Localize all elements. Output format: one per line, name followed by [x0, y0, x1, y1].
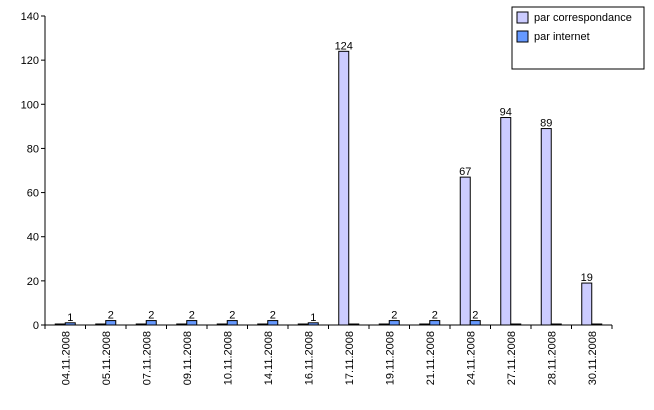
y-tick-label: 100 [21, 99, 39, 111]
x-tick-label: 24.11.2008 [465, 331, 477, 385]
x-tick-label: 19.11.2008 [384, 331, 396, 385]
x-tick-label: 27.11.2008 [506, 331, 518, 385]
y-tick-label: 140 [21, 11, 39, 23]
bar-value-label: 2 [148, 310, 154, 322]
x-tick-label: 16.11.2008 [303, 331, 315, 385]
legend-box [511, 6, 645, 70]
x-tick-label: 21.11.2008 [425, 331, 437, 385]
bar-value-label: 94 [500, 107, 512, 119]
x-tick-label: 28.11.2008 [546, 331, 558, 385]
bar-par-correspondance [500, 117, 512, 326]
x-axis-ticks: 04.11.2008 05.11.2008 07.11.2008 09.11.2008… [44, 325, 613, 385]
x-tick-label: 07.11.2008 [141, 331, 153, 385]
bar-value-label: 2 [108, 310, 114, 322]
bar-value-label: 2 [270, 310, 276, 322]
x-tick-label: 10.11.2008 [222, 331, 234, 385]
bar-value-label: 67 [459, 166, 471, 178]
y-tick-label: 0 [33, 320, 39, 332]
bar-value-label: 124 [335, 40, 353, 52]
bar-value-label: 19 [581, 272, 593, 284]
x-tick-label: 09.11.2008 [182, 331, 194, 385]
bar-value-label: 1 [67, 312, 73, 324]
y-tick-label: 20 [27, 276, 39, 288]
y-tick-label: 80 [27, 143, 39, 155]
bar-par-correspondance [459, 176, 471, 326]
bar-par-correspondance [540, 128, 552, 326]
y-tick-label: 40 [27, 232, 39, 244]
bars [54, 50, 603, 326]
bar-value-label: 2 [189, 310, 195, 322]
bar-value-label: 1 [310, 312, 316, 324]
x-tick-label: 14.11.2008 [263, 331, 275, 385]
bar-value-label: 2 [229, 310, 235, 322]
x-tick-label: 17.11.2008 [344, 331, 356, 385]
y-axis-ticks: 0 20 40 60 80 100 120 140 [21, 11, 45, 332]
x-tick-label: 30.11.2008 [587, 331, 599, 385]
bar-value-label: 2 [391, 310, 397, 322]
y-tick-label: 120 [21, 55, 39, 67]
legend-swatch-par-internet [516, 30, 529, 43]
bar-value-label: 89 [540, 118, 552, 130]
data-labels: 1 2 2 2 2 2 1 124 2 2 67 2 94 89 19 [67, 40, 593, 323]
y-tick-label: 60 [27, 188, 39, 200]
legend-label-par-correspondance: par correspondance [534, 12, 632, 24]
x-tick-label: 05.11.2008 [101, 331, 113, 385]
plot-area: 1 2 2 2 2 2 1 124 2 2 67 2 94 89 19 0 20 40 60 80 100 120 140… [21, 11, 613, 385]
x-tick-label: 04.11.2008 [60, 331, 72, 385]
bar-value-label: 2 [432, 310, 438, 322]
legend-label-par-internet: par internet [534, 31, 590, 43]
legend: par correspondance par internet [511, 6, 645, 70]
legend-swatch-par-correspondance [516, 11, 529, 24]
bar-value-label: 2 [472, 310, 478, 322]
bar-par-correspondance [338, 50, 350, 326]
bar-par-correspondance [581, 282, 593, 326]
